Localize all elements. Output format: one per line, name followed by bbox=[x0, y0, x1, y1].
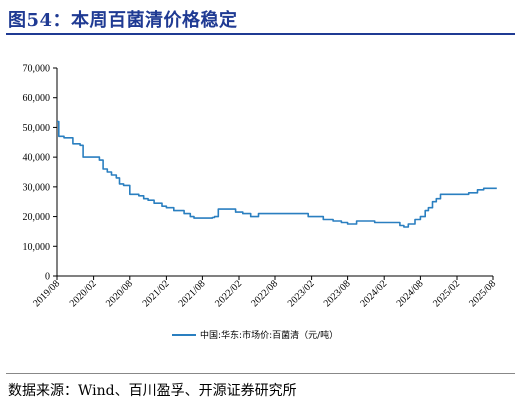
legend-label: 中国:华东:市场价:百菌清（元/吨） bbox=[200, 329, 338, 341]
y-tick-label: 0 bbox=[45, 272, 50, 283]
source-note: 数据来源：Wind、百川盈孚、开源证券研究所 bbox=[8, 383, 297, 399]
x-tick-label: 2023/02 bbox=[286, 278, 317, 309]
y-tick-label: 40,000 bbox=[23, 153, 51, 164]
x-tick-label: 2021/08 bbox=[177, 278, 208, 309]
chart-axes bbox=[56, 68, 493, 277]
x-tick-label: 2024/02 bbox=[358, 278, 389, 309]
y-tick-label: 70,000 bbox=[23, 64, 51, 75]
x-tick-label: 2022/02 bbox=[213, 278, 244, 309]
figure-title: 图54：本周百菌清价格稳定 bbox=[8, 10, 238, 31]
y-tick-label: 10,000 bbox=[23, 242, 51, 253]
title-rule bbox=[6, 33, 515, 35]
x-axis-ticks: 2019/08 2020/02 2020/08 2021/02 2021/08 2022/… bbox=[31, 276, 498, 309]
x-tick-label: 2025/02 bbox=[431, 278, 462, 309]
x-tick-label: 2024/08 bbox=[395, 278, 426, 309]
y-tick-label: 20,000 bbox=[23, 212, 51, 223]
series-line bbox=[57, 120, 497, 228]
y-axis-ticks: 0 10,000 20,000 30,000 40,000 50,000 60,000 70,… bbox=[23, 64, 57, 283]
x-tick-label: 2022/08 bbox=[249, 278, 280, 309]
legend: 中国:华东:市场价:百菌清（元/吨） bbox=[172, 329, 338, 341]
x-tick-label: 2019/08 bbox=[31, 278, 62, 309]
x-tick-label: 2025/08 bbox=[467, 278, 498, 309]
y-tick-label: 60,000 bbox=[23, 93, 51, 104]
y-tick-label: 30,000 bbox=[23, 182, 51, 193]
price-line-chart: 0 10,000 20,000 30,000 40,000 50,000 60,000 70,… bbox=[23, 64, 499, 342]
x-tick-label: 2021/02 bbox=[141, 278, 172, 309]
source-rule bbox=[6, 373, 515, 374]
x-tick-label: 2020/02 bbox=[68, 278, 99, 309]
y-tick-label: 50,000 bbox=[23, 123, 51, 134]
x-tick-label: 2023/08 bbox=[322, 278, 353, 309]
x-tick-label: 2020/08 bbox=[104, 278, 135, 309]
series-group bbox=[57, 120, 497, 228]
